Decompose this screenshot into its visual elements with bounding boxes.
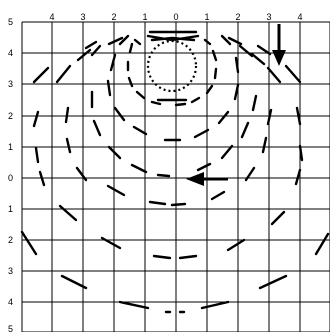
y-tick-label: 5 [8,17,13,27]
top-bundle [146,30,200,102]
x-tick-label: 1 [142,12,147,22]
x-tick-label: 2 [111,12,116,22]
x-tick-label: 4 [49,12,54,22]
y-tick-label: 2 [8,235,13,245]
y-tick-label: 3 [8,266,13,276]
grid [21,21,330,332]
x-tick-label: 3 [80,12,85,22]
x-tick-label: 4 [297,12,302,22]
y-tick-label: 3 [8,79,13,89]
y-tick-label: 5 [8,324,13,332]
y-tick-label: 0 [8,173,13,183]
y-tick-label: 1 [8,204,13,214]
ring-3 [106,34,240,142]
y-tick-label: 2 [8,111,13,121]
x-tick-label: 2 [235,12,240,22]
ring-6 [32,64,304,260]
x-tick-label: 1 [204,12,209,22]
ring-5 [55,40,282,207]
x-tick-label: 3 [266,12,271,22]
x-tick-label: 0 [173,12,178,22]
ring-2 [126,38,218,107]
x-tick-labels: 4 3 2 1 0 1 2 3 4 [49,12,302,22]
down-arrow [272,24,286,66]
left-arrow [186,172,228,186]
inner-dotted-ring [146,39,198,93]
y-tick-label: 1 [8,142,13,152]
field-lines [20,30,330,314]
y-tick-label: 4 [8,48,13,58]
y-tick-labels: 5 4 3 2 1 0 1 2 3 4 5 [8,17,13,332]
ring-7 [20,230,330,314]
ring-4 [90,36,258,178]
y-tick-label: 4 [8,297,13,307]
